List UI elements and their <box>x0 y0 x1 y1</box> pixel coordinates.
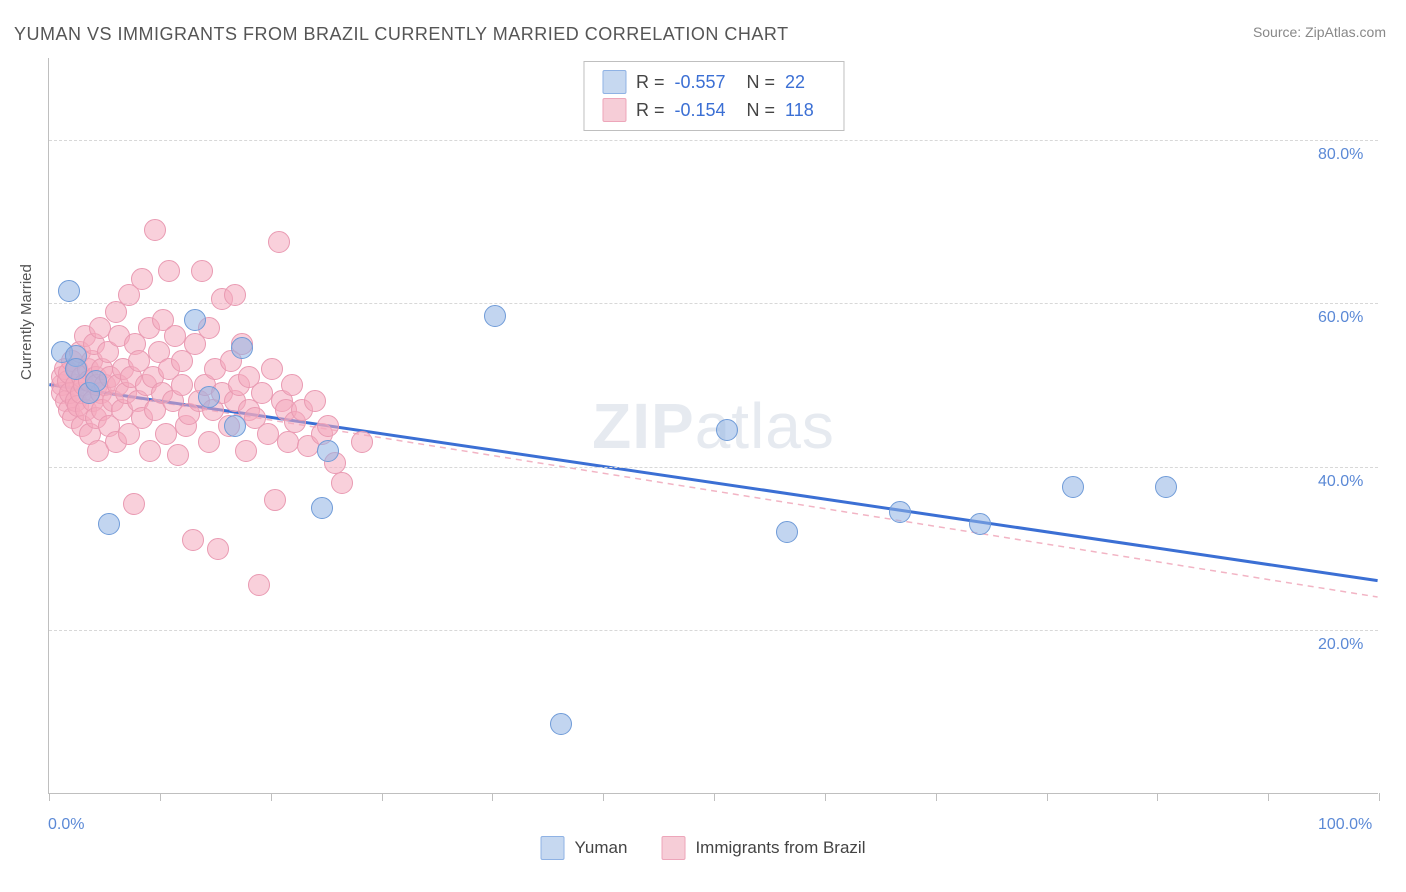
stat-r-value: -0.154 <box>675 100 737 121</box>
data-point <box>235 440 257 462</box>
legend-item: Immigrants from Brazil <box>661 836 865 860</box>
y-tick-label: 20.0% <box>1318 636 1363 654</box>
data-point <box>167 444 189 466</box>
x-tick <box>49 793 50 801</box>
data-point <box>123 493 145 515</box>
data-point <box>1155 476 1177 498</box>
data-point <box>268 231 290 253</box>
x-tick <box>603 793 604 801</box>
chart-title: YUMAN VS IMMIGRANTS FROM BRAZIL CURRENTL… <box>14 24 789 45</box>
x-tick <box>382 793 383 801</box>
data-point <box>550 713 572 735</box>
data-point <box>317 415 339 437</box>
x-tick-label-left: 0.0% <box>48 816 84 834</box>
legend-swatch <box>602 98 626 122</box>
data-point <box>264 489 286 511</box>
stat-n-label: N = <box>747 100 776 121</box>
stats-row: R = -0.154 N = 118 <box>602 96 825 124</box>
data-point <box>224 284 246 306</box>
legend-swatch <box>661 836 685 860</box>
data-point <box>889 501 911 523</box>
data-point <box>182 529 204 551</box>
x-tick <box>1157 793 1158 801</box>
data-point <box>184 309 206 331</box>
x-tick <box>1379 793 1380 801</box>
x-tick <box>936 793 937 801</box>
data-point <box>776 521 798 543</box>
data-point <box>85 370 107 392</box>
data-point <box>144 219 166 241</box>
data-point <box>311 497 333 519</box>
data-point <box>155 423 177 445</box>
stats-row: R = -0.557 N = 22 <box>602 68 825 96</box>
data-point <box>198 386 220 408</box>
data-point <box>716 419 738 441</box>
stat-n-value: 22 <box>785 72 825 93</box>
data-point <box>484 305 506 327</box>
watermark: ZIPatlas <box>592 389 835 463</box>
scatter-plot: ZIPatlas R = -0.557 N = 22 R = -0.154 N = 118 <box>48 58 1378 794</box>
data-point <box>131 268 153 290</box>
stat-r-value: -0.557 <box>675 72 737 93</box>
legend-swatch <box>541 836 565 860</box>
data-point <box>65 358 87 380</box>
data-point <box>171 374 193 396</box>
y-axis-label: Currently Married <box>18 264 35 380</box>
data-point <box>158 260 180 282</box>
gridline <box>49 140 1378 141</box>
y-tick-label: 60.0% <box>1318 309 1363 327</box>
data-point <box>277 431 299 453</box>
legend-label: Immigrants from Brazil <box>695 838 865 858</box>
gridline <box>49 630 1378 631</box>
x-tick <box>714 793 715 801</box>
legend-item: Yuman <box>541 836 628 860</box>
data-point <box>317 440 339 462</box>
data-point <box>231 337 253 359</box>
correlation-stats-legend: R = -0.557 N = 22 R = -0.154 N = 118 <box>583 61 844 131</box>
data-point <box>198 431 220 453</box>
data-point <box>89 317 111 339</box>
data-point <box>207 538 229 560</box>
x-tick <box>1047 793 1048 801</box>
data-point <box>224 415 246 437</box>
data-point <box>1062 476 1084 498</box>
x-tick <box>271 793 272 801</box>
data-point <box>248 574 270 596</box>
data-point <box>281 374 303 396</box>
stat-n-value: 118 <box>785 100 825 121</box>
data-point <box>251 382 273 404</box>
data-point <box>58 280 80 302</box>
data-point <box>164 325 186 347</box>
y-tick-label: 40.0% <box>1318 473 1363 491</box>
x-tick <box>492 793 493 801</box>
stat-r-label: R = <box>636 72 665 93</box>
x-tick <box>160 793 161 801</box>
legend-label: Yuman <box>575 838 628 858</box>
data-point <box>969 513 991 535</box>
x-tick <box>825 793 826 801</box>
x-tick <box>1268 793 1269 801</box>
series-legend: Yuman Immigrants from Brazil <box>541 836 866 860</box>
data-point <box>261 358 283 380</box>
source-attribution: Source: ZipAtlas.com <box>1253 24 1386 40</box>
data-point <box>191 260 213 282</box>
x-tick-label-right: 100.0% <box>1318 816 1372 834</box>
y-tick-label: 80.0% <box>1318 146 1363 164</box>
gridline <box>49 303 1378 304</box>
data-point <box>351 431 373 453</box>
data-point <box>139 440 161 462</box>
gridline <box>49 467 1378 468</box>
stat-n-label: N = <box>747 72 776 93</box>
data-point <box>304 390 326 412</box>
data-point <box>257 423 279 445</box>
stat-r-label: R = <box>636 100 665 121</box>
legend-swatch <box>602 70 626 94</box>
data-point <box>331 472 353 494</box>
data-point <box>98 513 120 535</box>
